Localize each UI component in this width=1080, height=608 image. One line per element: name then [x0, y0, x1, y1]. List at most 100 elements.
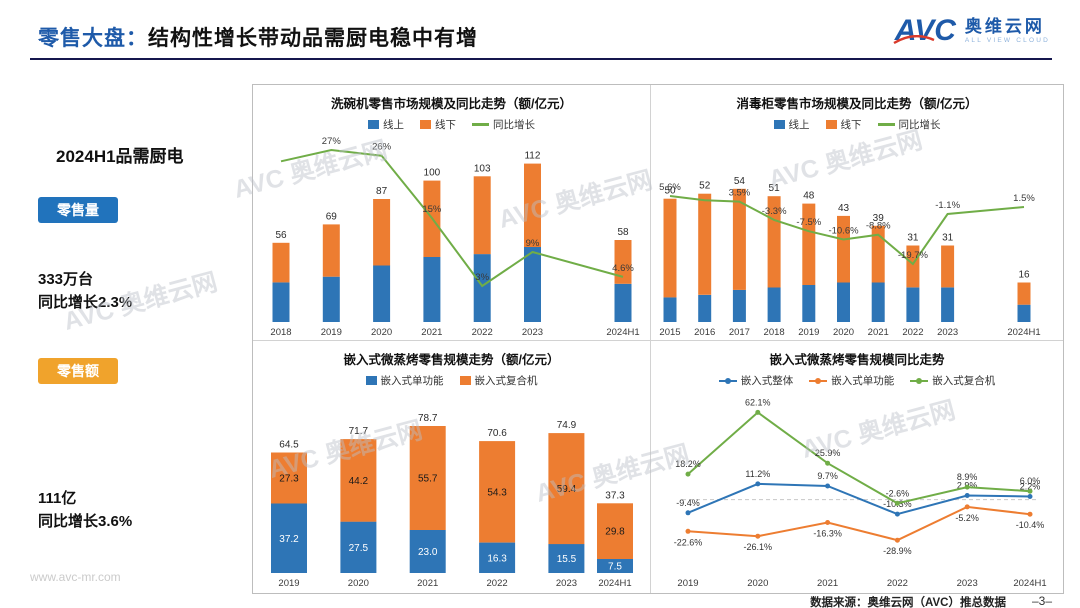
- x-axis-label: 2021: [817, 578, 838, 589]
- legend-label: 线上: [383, 119, 404, 131]
- avc-logo-en: ALL VIEW CLOUD: [964, 37, 1050, 45]
- page-title-prefix: 零售大盘：: [38, 27, 148, 50]
- bar-total-label: 54: [734, 176, 746, 187]
- charts-panel: 洗碗机零售市场规模及同比走势（额/亿元） 线上 线下 同比增长 56 2018 69 20…: [252, 84, 1064, 594]
- bar-segment: [698, 294, 712, 322]
- legend-swatch: [459, 376, 471, 385]
- growth-label: 15%: [422, 204, 442, 215]
- bar-segment: [1017, 304, 1031, 322]
- x-axis-label: 2023: [937, 327, 958, 338]
- data-point-marker: [685, 528, 691, 534]
- series-line: [687, 411, 1031, 505]
- growth-label: 8.9%: [957, 472, 978, 482]
- disinfection-cabinet-chart-canvas: 50 2015 52 2016 54 2017 51 2018 48 2019 43 2020 39 20…: [659, 176, 1040, 338]
- page-title-main: 结构性增长带动品需厨电稳中有增: [148, 27, 478, 50]
- bar-segment: [906, 287, 920, 322]
- legend-item: 线上: [773, 117, 810, 132]
- growth-label: -2.6%: [886, 488, 910, 498]
- growth-label: 11.2%: [745, 469, 770, 479]
- bar-total-label: 43: [838, 203, 850, 214]
- legend-item: 嵌入式单功能: [809, 373, 894, 388]
- bar-total-label: 70.6: [487, 428, 507, 439]
- bars: 56 2018 69 2019 87 2020 100 2021 103 2022 112 2023 5…: [270, 151, 639, 338]
- site-url: www.avc-mr.com: [30, 570, 121, 584]
- avc-logo-names: 奥维云网 ALL VIEW CLOUD: [965, 17, 1050, 44]
- growth-label: 3.5%: [729, 188, 751, 199]
- dishwasher-chart-section: 洗碗机零售市场规模及同比走势（额/亿元） 线上 线下 同比增长 56 2018 69 20…: [253, 85, 651, 341]
- segment-value-label: 44.2: [348, 476, 368, 487]
- bar-total-label: 31: [907, 233, 919, 244]
- x-axis-label: 2022: [486, 578, 507, 589]
- chart-title: 嵌入式微蒸烤零售规模同比走势: [769, 353, 945, 367]
- disinfection-cabinet-chart-section: 消毒柜零售市场规模及同比走势（额/亿元） 线上 线下 同比增长 50 2015 52 20…: [651, 85, 1063, 341]
- legend-label: 线下: [435, 119, 456, 131]
- segment-value-label: 23.0: [417, 547, 437, 558]
- bar-segment: [663, 297, 677, 322]
- growth-label: 3%: [475, 272, 489, 283]
- growth-label: 4.6%: [612, 263, 634, 274]
- x-axis-label: 2021: [417, 578, 438, 589]
- bar-total-label: 16: [1018, 270, 1030, 281]
- data-point-marker: [685, 471, 691, 477]
- growth-label: -8.8%: [866, 221, 891, 232]
- page-number: –3–: [1031, 594, 1052, 608]
- x-axis-label: 2018: [270, 327, 291, 338]
- x-axis-label: 2020: [371, 327, 392, 338]
- bar-segment: [547, 433, 584, 545]
- page-title: 零售大盘：结构性增长带动品需厨电稳中有增: [38, 22, 478, 52]
- chart-legend: 线上 线下 同比增长: [253, 117, 650, 132]
- retail-amount-badge: 零售额: [38, 358, 118, 384]
- bar-segment: [422, 256, 440, 322]
- dishwasher-chart-canvas: 56 2018 69 2019 87 2020 100 2021 103 2022 112 2023 5…: [270, 136, 639, 338]
- bar-total-label: 74.9: [556, 420, 576, 431]
- legend-marker-dot: [724, 377, 731, 384]
- x-axis-label: 2019: [677, 578, 698, 589]
- growth-label: 5.6%: [659, 182, 681, 193]
- bar-segment: [614, 240, 631, 284]
- legend-label: 嵌入式复合机: [932, 375, 996, 387]
- legend-label: 同比增长: [898, 119, 941, 131]
- bar-segment: [322, 276, 340, 322]
- data-point-marker: [755, 409, 761, 415]
- bar-segment: [698, 193, 712, 295]
- legend-label: 嵌入式单功能: [380, 375, 444, 387]
- chart-legend: 嵌入式单功能 嵌入式复合机: [253, 373, 650, 388]
- x-axis-label: 2024H1: [1013, 578, 1046, 589]
- legend-item: 同比增长: [472, 117, 535, 132]
- avc-logo: AVC 奥维云网 ALL VIEW CLOUD: [893, 16, 1050, 46]
- x-axis-label: 2022: [471, 327, 492, 338]
- x-axis-label: 2019: [320, 327, 341, 338]
- data-point-marker: [1027, 494, 1033, 499]
- growth-label: 26%: [372, 142, 392, 153]
- bar-segment: [270, 452, 307, 504]
- segment-value-label: 59.4: [556, 484, 576, 495]
- segment-value-label: 29.8: [605, 527, 625, 538]
- bar-segment: [473, 176, 491, 255]
- growth-label: 2.2%: [1020, 482, 1041, 492]
- bar-total-label: 56: [275, 230, 287, 241]
- x-axis-label: 2020: [347, 578, 368, 589]
- data-point-marker: [894, 537, 900, 543]
- data-point-marker: [755, 533, 761, 539]
- data-source-note: 数据来源：奥维云网（AVC）推总数据: [810, 597, 1006, 608]
- bar-total-label: 71.7: [348, 426, 368, 437]
- growth-label: -26.1%: [744, 542, 773, 552]
- bar-segment: [941, 287, 955, 322]
- legend-label: 嵌入式整体: [740, 375, 794, 387]
- growth-line: [280, 148, 623, 288]
- growth-label: 9%: [525, 238, 539, 249]
- legend-label: 同比增长: [493, 119, 535, 131]
- bar-total-label: 100: [423, 168, 440, 179]
- bar-total-label: 58: [617, 227, 629, 238]
- data-point-marker: [825, 460, 831, 466]
- segment-value-label: 27.5: [348, 543, 368, 554]
- bar-segment: [732, 188, 746, 290]
- x-axis-label: 2022: [902, 327, 923, 338]
- bar-total-label: 112: [524, 151, 540, 162]
- data-point-marker: [964, 493, 970, 498]
- data-point-marker: [755, 481, 761, 487]
- data-point-marker: [894, 500, 900, 506]
- x-axis-label: 2021: [868, 327, 889, 338]
- x-axis-label: 2020: [833, 327, 854, 338]
- growth-label: 1.5%: [1013, 193, 1035, 204]
